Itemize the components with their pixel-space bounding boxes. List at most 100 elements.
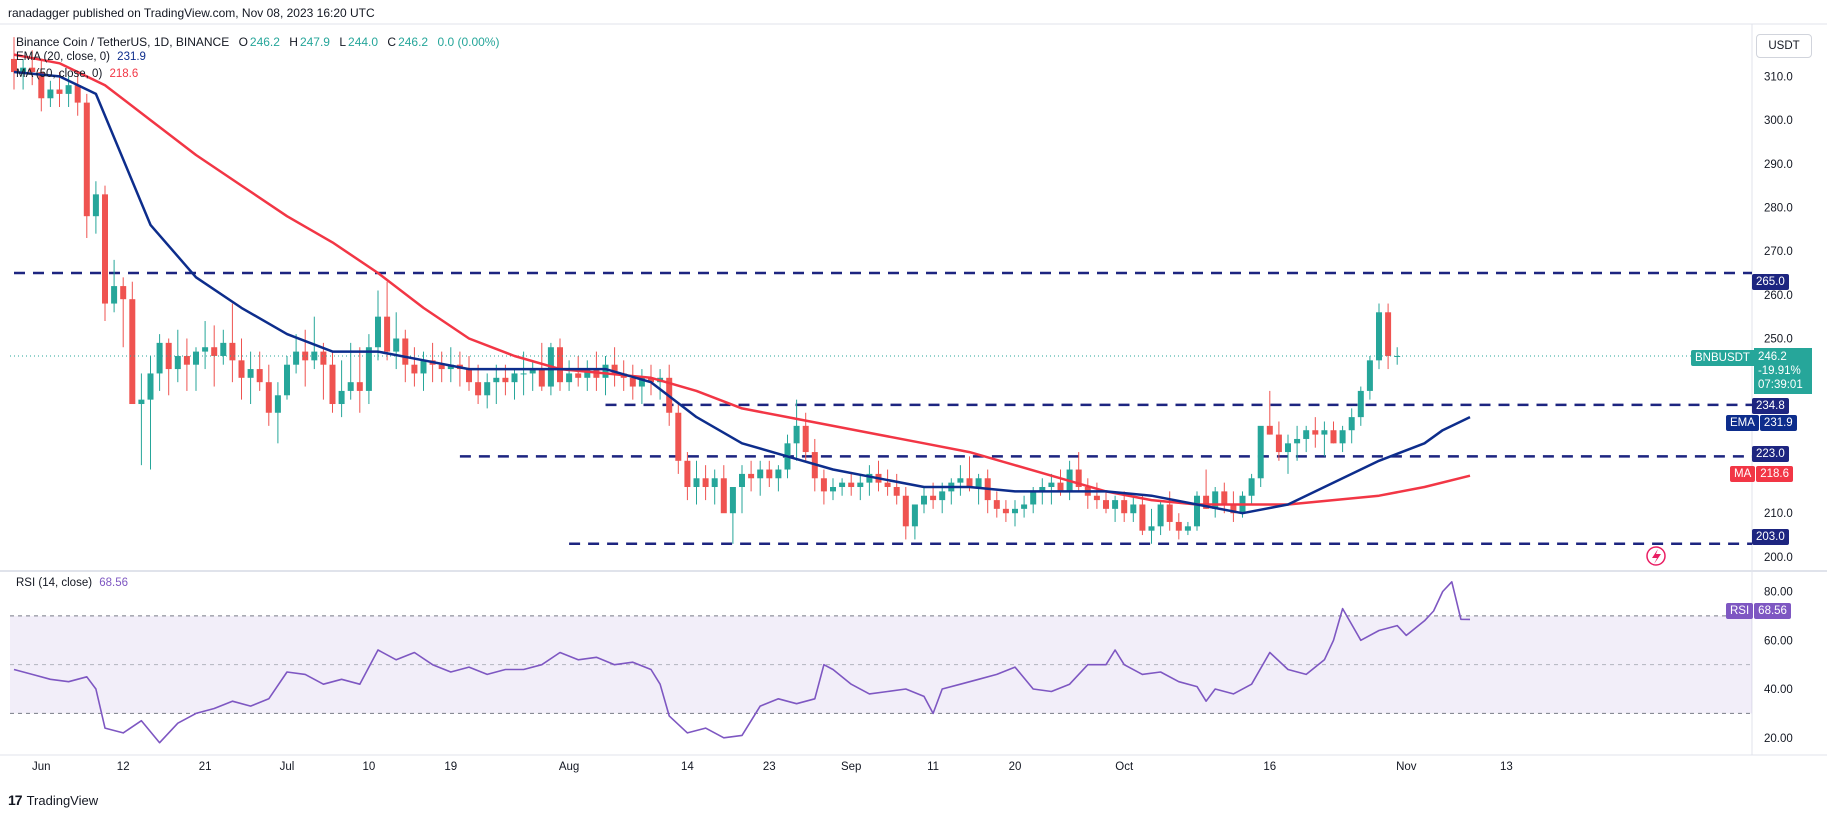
event-marker-icon <box>1646 546 1666 566</box>
candle-body <box>1093 495 1100 501</box>
candle-body <box>529 369 536 374</box>
candle-body <box>911 504 918 527</box>
candle-body <box>1385 312 1392 356</box>
rsi-tick-label: 40.00 <box>1764 684 1793 696</box>
candle-body <box>839 482 846 488</box>
symbol-info: Binance Coin / TetherUS, 1D, BINANCE O 24… <box>16 35 501 49</box>
candle-body <box>74 85 81 103</box>
level-tag-203: 203.0 <box>1752 529 1789 545</box>
change-value: 0.0 (0.00%) <box>437 35 500 49</box>
time-tick-label: 20 <box>1009 761 1022 773</box>
tradingview-brand[interactable]: 17 TradingView <box>8 792 98 808</box>
candle-body <box>193 351 199 365</box>
candle-body <box>648 377 654 383</box>
price-tick-label: 200.0 <box>1764 552 1793 564</box>
high-value: 247.9 <box>299 35 330 49</box>
candle-body <box>11 58 17 73</box>
candle-body <box>1394 355 1401 357</box>
low-label: L <box>339 35 347 49</box>
time-tick-label: Jul <box>280 761 295 773</box>
candle-body <box>966 478 973 488</box>
time-tick-label: 14 <box>681 761 694 773</box>
price-tick-label: 210.0 <box>1764 508 1793 520</box>
ma50-line <box>13 53 1471 506</box>
last-price-tag: BNBUSDT 246.2 -19.91% 07:39:01 <box>1691 348 1812 394</box>
currency-selector[interactable]: USDT <box>1756 34 1812 58</box>
rsi-tag-value: 68.56 <box>1754 603 1791 619</box>
price-tag-change: -19.91% <box>1757 365 1801 377</box>
ema-price-tag: EMA 231.9 <box>1726 415 1797 431</box>
time-tick-label: 16 <box>1263 761 1276 773</box>
candle-body <box>475 382 482 396</box>
ema-tag-value: 231.9 <box>1759 415 1797 431</box>
rsi-legend[interactable]: RSI (14, close) 68.56 <box>16 577 128 589</box>
publisher-line: ranadagger published on TradingView.com,… <box>8 6 375 20</box>
candle-body <box>1048 482 1055 488</box>
close-value: 246.2 <box>398 35 429 49</box>
candle-body <box>711 478 718 488</box>
candle-body <box>748 473 755 479</box>
candle-body <box>857 482 864 488</box>
time-tick-label: 12 <box>117 761 130 773</box>
candle-body <box>493 377 500 383</box>
candle-body <box>338 390 345 405</box>
candle-body <box>229 342 236 361</box>
symbol-name[interactable]: Binance Coin / TetherUS, 1D, BINANCE <box>16 35 230 49</box>
price-tick-label: 300.0 <box>1764 115 1793 127</box>
ma-legend[interactable]: MA (50, close, 0) 218.6 <box>16 68 138 80</box>
ema-legend[interactable]: EMA (20, close, 0) 231.9 <box>16 51 146 63</box>
candle-body <box>165 342 172 370</box>
candle-body <box>1339 430 1346 444</box>
candle-body <box>729 487 736 514</box>
candle-body <box>993 500 1000 509</box>
open-value: 246.2 <box>249 35 280 49</box>
candle-body <box>375 316 381 348</box>
candle-body <box>393 338 400 352</box>
candle-body <box>820 478 827 492</box>
candle-body <box>156 342 163 374</box>
brand-name: TradingView <box>26 792 99 808</box>
candle-body <box>1357 390 1364 418</box>
price-tick-label: 290.0 <box>1764 159 1793 171</box>
candle-body <box>1112 500 1119 509</box>
candle-body <box>302 351 309 361</box>
rsi-price-tag: RSI 68.56 <box>1726 603 1791 619</box>
candle-body <box>684 460 691 488</box>
candle-body <box>1221 491 1228 505</box>
price-tick-label: 280.0 <box>1764 202 1793 214</box>
candle-body <box>1057 482 1064 492</box>
candle-body <box>411 364 418 374</box>
candle-body <box>1012 508 1018 514</box>
candle-body <box>1021 504 1028 509</box>
candle-body <box>356 382 363 391</box>
candle-body <box>447 364 454 370</box>
ma-tag-value: 218.6 <box>1756 466 1794 482</box>
time-tick-label: Oct <box>1115 761 1134 773</box>
candle-body <box>1330 430 1337 444</box>
candle-body <box>602 364 609 378</box>
candle-body <box>575 373 582 378</box>
candle-body <box>265 382 272 413</box>
candle-body <box>1366 360 1373 391</box>
candle-body <box>848 482 855 488</box>
candle-body <box>1248 478 1255 496</box>
candle-body <box>975 478 982 488</box>
candle-body <box>1075 469 1082 488</box>
candle-body <box>930 495 937 501</box>
tradingview-logo-icon: 17 <box>8 792 23 808</box>
candle-body <box>147 373 154 400</box>
candle-body <box>174 355 181 370</box>
time-tick-label: Aug <box>559 761 579 773</box>
candle-body <box>129 299 136 405</box>
candle-body <box>293 351 300 365</box>
ema-legend-value: 231.9 <box>117 51 146 63</box>
candle-body <box>830 487 836 492</box>
high-label: H <box>289 35 298 49</box>
price-tick-label: 260.0 <box>1764 290 1793 302</box>
candle-body <box>957 478 964 483</box>
time-tick-label: 21 <box>199 761 212 773</box>
candle-body <box>611 364 618 374</box>
ma-tag-label: MA <box>1730 466 1756 482</box>
rsi-legend-value: 68.56 <box>99 577 129 589</box>
rsi-line <box>13 581 1471 744</box>
